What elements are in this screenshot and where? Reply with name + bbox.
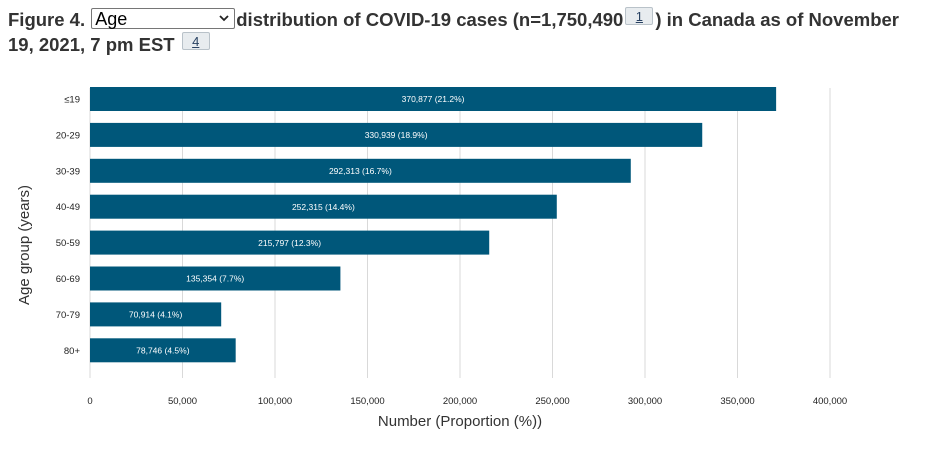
bar [90, 87, 777, 111]
x-tick-label: 350,000 [720, 396, 754, 407]
figure-title: Figure 4. Age distribution of COVID-19 c… [8, 7, 923, 57]
figure-prefix: Figure 4. [8, 9, 86, 30]
bar-data-label: 135,354 (7.7%) [186, 274, 244, 284]
y-tick-label: 60-69 [56, 274, 80, 285]
bar-data-label: 330,939 (18.9%) [365, 130, 428, 140]
bar-data-label: 370,877 (21.2%) [402, 94, 465, 104]
figure-title-part1: distribution of COVID-19 cases (n=1,750,… [236, 9, 624, 30]
x-axis-title: Number (Proportion (%)) [378, 413, 542, 430]
y-tick-label: 50-59 [56, 238, 80, 249]
distribution-select-value: Age [95, 9, 128, 29]
x-tick-label: 250,000 [535, 396, 569, 407]
bar [90, 266, 341, 291]
x-tick-label: 300,000 [628, 396, 662, 407]
y-tick-label: 40-49 [56, 202, 80, 213]
bar-data-label: 252,315 (14.4%) [292, 202, 355, 212]
bar-data-label: 78,746 (4.5%) [136, 346, 190, 356]
x-tick-label: 150,000 [350, 396, 384, 407]
distribution-select[interactable]: Age [91, 8, 236, 29]
x-tick-label: 200,000 [443, 396, 477, 407]
footnote-link-4[interactable]: 4 [181, 32, 210, 50]
bar [90, 338, 236, 363]
bar-data-label: 292,313 (16.7%) [329, 166, 392, 176]
y-axis-title: Age group (years) [16, 185, 33, 305]
figure-title-part2: ) in Canada as of November 19, 2021, 7 p… [8, 9, 899, 55]
x-tick-label: 50,000 [168, 396, 197, 407]
footnote-link-1[interactable]: 1 [625, 7, 654, 25]
bar-data-label: 70,914 (4.1%) [129, 310, 183, 320]
bar [90, 122, 703, 147]
y-tick-label: ≤19 [64, 95, 80, 106]
bar [90, 158, 631, 183]
bar [90, 230, 490, 255]
x-tick-label: 100,000 [258, 396, 292, 407]
age-distribution-bar-chart: 370,877 (21.2%) 330,939 (18.9%) 292,313 (1… [16, 87, 847, 430]
x-tick-labels: 0 50,000 100,000 150,000 200,000 250,000 300,0… [87, 396, 847, 407]
x-tick-label: 0 [87, 396, 92, 407]
y-tick-label: 80+ [64, 346, 81, 357]
y-tick-label: 20-29 [56, 130, 80, 141]
y-tick-label: 30-39 [56, 166, 80, 177]
bar-data-label: 215,797 (12.3%) [258, 238, 321, 248]
chart-bars: 370,877 (21.2%) 330,939 (18.9%) 292,313 (1… [90, 87, 777, 363]
bar [90, 194, 557, 219]
x-tick-label: 400,000 [813, 396, 847, 407]
y-tick-label: 70-79 [56, 310, 80, 321]
bar [90, 302, 222, 327]
chevron-down-icon [219, 15, 229, 22]
y-tick-labels: ≤19 20-29 30-39 40-49 50-59 60-69 70-79 80+ [56, 95, 81, 357]
